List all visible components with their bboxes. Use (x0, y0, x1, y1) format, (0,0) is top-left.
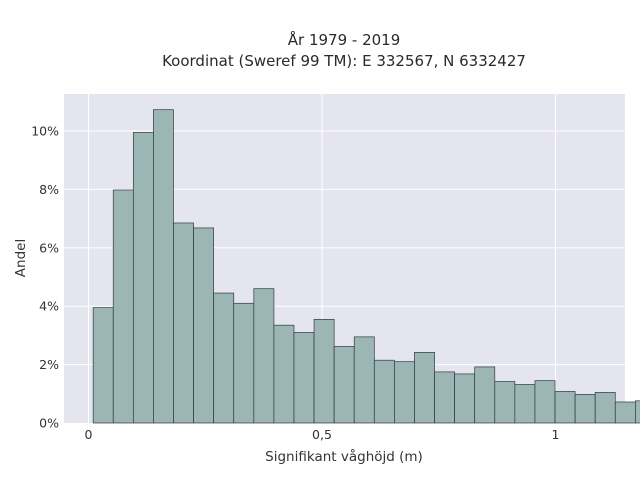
x-axis-label: Signifikant våghöjd (m) (265, 448, 423, 465)
histogram-bar (414, 351, 435, 424)
histogram-bar (313, 318, 335, 424)
histogram-bar (394, 361, 415, 424)
histogram-bar (554, 391, 576, 424)
histogram-bar (514, 384, 536, 424)
histogram-bar (333, 346, 355, 424)
y-tick-label: 0% (39, 416, 59, 431)
x-tick-label: 1 (552, 427, 560, 442)
chart-title-line-1: År 1979 - 2019 (288, 30, 401, 49)
histogram-bar (132, 132, 154, 424)
x-tick-label: 0 (85, 427, 93, 442)
histogram-bar (434, 371, 455, 424)
histogram-bar (273, 324, 295, 424)
y-axis-label: Andel (13, 239, 29, 277)
chart-title-line-2: Koordinat (Sweref 99 TM): E 332567, N 63… (162, 52, 526, 70)
y-tick-label: 2% (39, 357, 59, 372)
histogram-bar (614, 401, 636, 424)
histogram-bar (353, 336, 375, 424)
x-tick-label: 0,5 (312, 427, 332, 442)
histogram-bar (253, 288, 275, 424)
histogram-bar (233, 302, 255, 424)
y-tick-label: 8% (39, 182, 59, 197)
histogram-bar (92, 307, 114, 424)
histogram-bar (193, 227, 215, 424)
histogram-bar (574, 394, 596, 424)
y-tick-label: 10% (31, 124, 59, 139)
histogram-bar (213, 292, 235, 424)
histogram-bar (454, 373, 476, 424)
x-tick-labels: 00,511,52 (85, 427, 560, 442)
histogram-bar (112, 189, 134, 424)
histogram-bar (474, 366, 496, 424)
histogram-bar (494, 381, 516, 424)
histogram-bar (153, 109, 174, 424)
histogram-bar (173, 222, 194, 424)
y-tick-label: 6% (39, 240, 59, 255)
histogram-bars (92, 109, 640, 424)
histogram-bar (293, 332, 315, 424)
histogram-bar (594, 391, 616, 424)
histogram-bar (534, 380, 556, 424)
y-tick-labels: 0% 2% 4% 6% 8% 10% (31, 124, 59, 431)
histogram-bar (373, 359, 395, 424)
y-tick-label: 4% (39, 299, 59, 314)
histogram-bar (635, 400, 640, 424)
